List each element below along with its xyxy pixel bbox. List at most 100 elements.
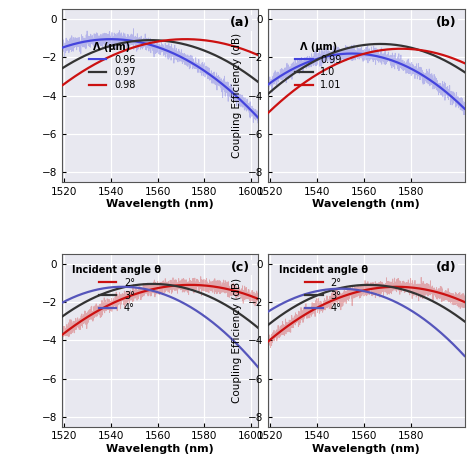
3° bbox=[265, 322, 271, 328]
3° bbox=[255, 325, 261, 331]
Line: 0.98: 0.98 bbox=[62, 39, 258, 86]
4° bbox=[69, 295, 74, 301]
3° bbox=[250, 320, 255, 326]
3° bbox=[456, 314, 462, 320]
4° bbox=[265, 309, 271, 315]
X-axis label: Wavelength (nm): Wavelength (nm) bbox=[106, 200, 214, 210]
0.96 bbox=[149, 43, 155, 48]
3° bbox=[356, 283, 361, 288]
0.97 bbox=[149, 37, 155, 43]
0.96 bbox=[59, 45, 64, 51]
2° bbox=[69, 325, 74, 330]
0.98 bbox=[155, 39, 160, 45]
4° bbox=[361, 288, 366, 294]
3° bbox=[250, 320, 255, 326]
0.98 bbox=[183, 36, 189, 42]
0.99 bbox=[420, 73, 426, 78]
0.97 bbox=[255, 79, 261, 85]
1.0 bbox=[361, 42, 366, 48]
Text: (d): (d) bbox=[436, 261, 456, 274]
Y-axis label: Coupling Efficiency (dB): Coupling Efficiency (dB) bbox=[232, 33, 242, 158]
2° bbox=[250, 294, 255, 300]
3° bbox=[462, 319, 467, 324]
1.0 bbox=[456, 65, 462, 71]
1.0 bbox=[377, 41, 383, 47]
Y-axis label: Coupling Efficiency (dB): Coupling Efficiency (dB) bbox=[232, 278, 242, 403]
3° bbox=[275, 315, 281, 320]
Text: (b): (b) bbox=[436, 17, 456, 29]
Line: 2°: 2° bbox=[268, 287, 465, 342]
0.99 bbox=[456, 100, 462, 106]
1.0 bbox=[456, 65, 462, 71]
3° bbox=[420, 294, 426, 300]
Legend: 2°, 3°, 4°: 2°, 3°, 4° bbox=[68, 261, 165, 318]
1.01 bbox=[275, 101, 281, 107]
4° bbox=[275, 303, 281, 309]
4° bbox=[456, 347, 462, 353]
3° bbox=[150, 281, 155, 287]
2° bbox=[59, 332, 64, 338]
X-axis label: Wavelength (nm): Wavelength (nm) bbox=[312, 444, 420, 454]
Line: 1.01: 1.01 bbox=[268, 49, 465, 113]
0.99 bbox=[361, 51, 366, 57]
0.98 bbox=[149, 40, 155, 46]
1.0 bbox=[265, 91, 271, 97]
0.99 bbox=[265, 82, 271, 87]
0.99 bbox=[456, 100, 462, 106]
2° bbox=[456, 297, 462, 302]
Line: 2°: 2° bbox=[62, 285, 258, 335]
1.01 bbox=[265, 110, 271, 116]
0.99 bbox=[356, 51, 361, 56]
0.99 bbox=[462, 106, 467, 111]
0.97 bbox=[69, 60, 74, 65]
3° bbox=[366, 282, 372, 288]
Line: 3°: 3° bbox=[268, 285, 465, 325]
0.98 bbox=[255, 52, 261, 58]
Text: (a): (a) bbox=[230, 17, 250, 29]
0.96 bbox=[155, 44, 160, 50]
4° bbox=[155, 289, 160, 295]
3° bbox=[59, 314, 64, 320]
0.97 bbox=[148, 37, 154, 43]
2° bbox=[265, 339, 271, 345]
0.98 bbox=[250, 50, 255, 55]
Line: 4°: 4° bbox=[268, 289, 465, 356]
3° bbox=[69, 307, 74, 313]
0.96 bbox=[255, 115, 261, 120]
2° bbox=[188, 282, 193, 288]
Line: 4°: 4° bbox=[62, 287, 258, 367]
4° bbox=[462, 353, 467, 359]
3° bbox=[155, 281, 160, 287]
2° bbox=[214, 284, 219, 290]
4° bbox=[356, 287, 361, 293]
2° bbox=[420, 286, 426, 292]
0.99 bbox=[349, 51, 355, 56]
4° bbox=[250, 358, 255, 364]
2° bbox=[456, 297, 462, 302]
4° bbox=[250, 358, 255, 364]
0.97 bbox=[59, 66, 64, 72]
Line: 0.96: 0.96 bbox=[62, 39, 258, 118]
1.01 bbox=[399, 46, 404, 52]
1.01 bbox=[356, 53, 361, 58]
0.96 bbox=[69, 42, 74, 47]
0.97 bbox=[250, 75, 255, 81]
0.98 bbox=[214, 39, 219, 45]
Legend: 0.99, 1.0, 1.01: 0.99, 1.0, 1.01 bbox=[291, 38, 346, 94]
1.0 bbox=[420, 48, 426, 54]
0.98 bbox=[59, 83, 64, 89]
0.96 bbox=[250, 109, 255, 115]
3° bbox=[456, 314, 462, 320]
2° bbox=[250, 294, 255, 300]
3° bbox=[214, 297, 219, 303]
4° bbox=[119, 284, 125, 290]
3° bbox=[361, 282, 366, 288]
Text: (c): (c) bbox=[231, 261, 250, 274]
2° bbox=[275, 330, 281, 336]
4° bbox=[456, 347, 462, 353]
Line: 0.97: 0.97 bbox=[62, 40, 258, 82]
Line: 3°: 3° bbox=[62, 284, 258, 328]
Legend: 2°, 3°, 4°: 2°, 3°, 4° bbox=[275, 261, 372, 318]
2° bbox=[356, 289, 361, 294]
0.96 bbox=[250, 109, 255, 115]
